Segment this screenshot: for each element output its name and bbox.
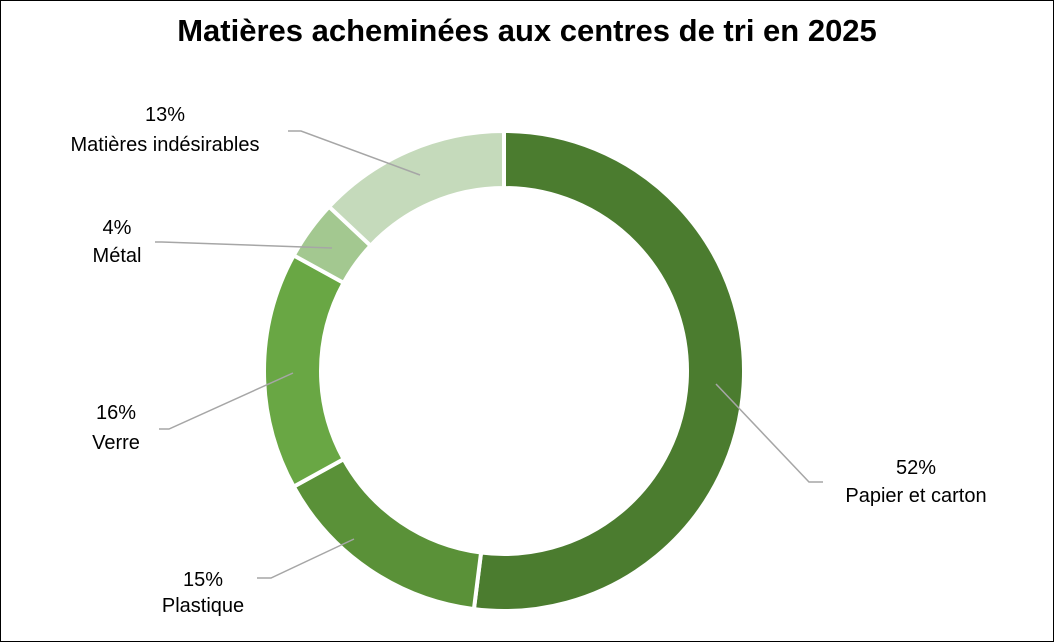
leader-line bbox=[288, 130, 421, 176]
slice-verre bbox=[262, 252, 347, 490]
data-label-category: Métal bbox=[93, 245, 142, 267]
data-label-category: Verre bbox=[92, 432, 140, 454]
data-label-value: 4% bbox=[103, 217, 132, 239]
data-label-category: Matières indésirables bbox=[71, 134, 260, 156]
leader-line bbox=[715, 383, 823, 483]
data-label-category: Plastique bbox=[162, 595, 244, 617]
leader-line bbox=[257, 538, 355, 579]
slice-mati-res-ind-sirables bbox=[326, 128, 506, 249]
slice-plastique bbox=[290, 456, 484, 612]
data-label-value: 52% bbox=[896, 457, 936, 479]
leader-line bbox=[159, 372, 294, 430]
data-label-value: 13% bbox=[145, 104, 185, 126]
slice-papier-et-carton bbox=[471, 128, 746, 613]
leader-line bbox=[155, 241, 333, 249]
data-label-value: 16% bbox=[96, 402, 136, 424]
data-label-category: Papier et carton bbox=[845, 485, 986, 507]
chart-title: Matières acheminées aux centres de tri e… bbox=[177, 13, 877, 48]
data-label-value: 15% bbox=[183, 569, 223, 591]
